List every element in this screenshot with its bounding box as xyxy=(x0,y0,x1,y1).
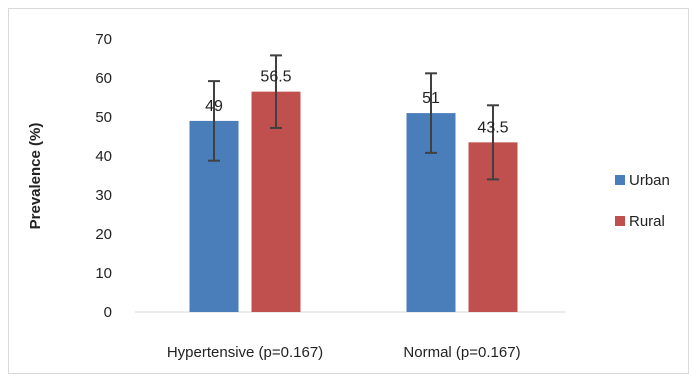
y-tick-labels: 0 10 20 30 40 50 60 70 xyxy=(95,31,112,321)
y-tick-label: 50 xyxy=(95,109,112,126)
y-tick-label: 70 xyxy=(95,31,112,48)
category-label: Normal (p=0.167) xyxy=(403,344,520,361)
data-label: 51 xyxy=(422,90,440,107)
data-label: 43.5 xyxy=(477,119,508,136)
legend-swatch xyxy=(615,216,625,226)
legend-label: Rural xyxy=(629,213,665,230)
bars-group xyxy=(189,91,518,313)
y-tick-label: 60 xyxy=(95,70,112,87)
legend-label: Urban xyxy=(629,172,670,189)
data-label: 56.5 xyxy=(260,69,291,86)
y-axis-label: Prevalence (%) xyxy=(27,123,44,230)
category-label: Hypertensive (p=0.167) xyxy=(167,344,323,361)
y-tick-label: 20 xyxy=(95,226,112,243)
data-labels-group: 49 56.5 51 43.5 xyxy=(205,69,509,137)
error-bars-group xyxy=(208,54,499,181)
legend: Urban Rural xyxy=(615,172,670,230)
data-label: 49 xyxy=(205,98,223,115)
category-labels: Hypertensive (p=0.167) Normal (p=0.167) xyxy=(167,344,521,361)
y-tick-label: 0 xyxy=(104,304,112,321)
y-tick-label: 40 xyxy=(95,148,112,165)
y-tick-label: 30 xyxy=(95,187,112,204)
y-tick-label: 10 xyxy=(95,265,112,282)
legend-swatch xyxy=(615,175,625,185)
chart-frame xyxy=(8,8,689,374)
